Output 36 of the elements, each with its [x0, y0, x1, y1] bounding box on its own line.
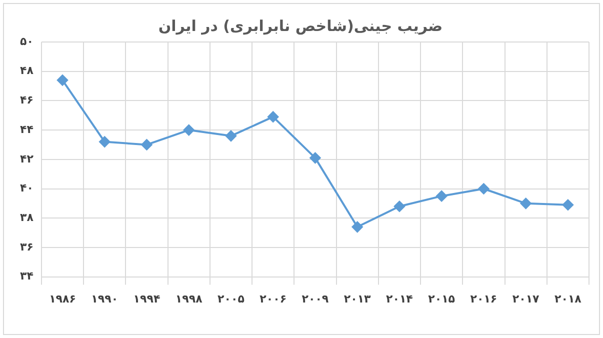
y-tick-label: ۴۲	[20, 152, 34, 166]
y-tick-label: ۴۸	[20, 64, 34, 78]
x-tick-label: ۲۰۱۴	[386, 292, 414, 306]
y-tick-label: ۴۰	[20, 182, 34, 195]
point	[520, 198, 532, 209]
point	[141, 139, 152, 150]
point	[436, 190, 448, 202]
y-tick-label: ۳۸	[20, 210, 34, 224]
point	[99, 136, 110, 148]
x-tick-label: ۲۰۱۸	[554, 292, 582, 306]
x-tick-label: ۱۹۹۴	[133, 292, 160, 306]
y-tick-label: ۳۶	[20, 240, 34, 254]
x-tick-label: ۲۰۰۹	[302, 292, 329, 306]
point	[352, 221, 363, 232]
y-tick-label: ۳۴	[20, 270, 34, 283]
y-tick-label: ۴۴	[20, 122, 34, 136]
x-tick-label: ۲۰۱۶	[470, 292, 498, 306]
point	[183, 124, 194, 136]
x-tick-label: ۲۰۱۳	[344, 292, 372, 306]
point	[562, 199, 574, 210]
point	[394, 200, 405, 212]
y-tick-label: ۵۰	[20, 34, 34, 48]
point	[268, 111, 279, 122]
x-tick-label: ۲۰۰۵	[218, 292, 245, 306]
x-tick-label: ۱۹۹۰	[91, 292, 118, 306]
y-tick-label: ۴۶	[20, 94, 34, 107]
x-tick-label: ۱۹۹۸	[175, 292, 203, 306]
x-tick-label: ۱۹۸۶	[49, 292, 76, 306]
x-tick-label: ۲۰۰۶	[260, 292, 287, 306]
chart-title: ضریب جینی(شاخص نابرابری) در ایران	[158, 16, 443, 35]
point	[56, 74, 68, 86]
point	[225, 130, 236, 142]
x-tick-label: ۲۰۱۷	[512, 292, 540, 306]
point	[310, 152, 321, 164]
point	[478, 183, 490, 194]
x-tick-label: ۲۰۱۵	[428, 292, 456, 306]
